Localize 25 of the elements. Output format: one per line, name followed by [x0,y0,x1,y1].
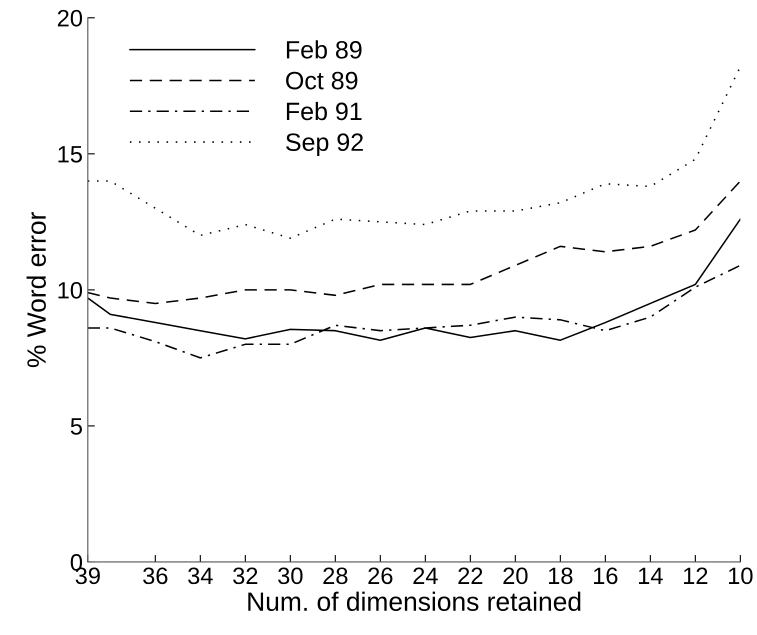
x-axis-title: Num. of dimensions retained [248,592,580,612]
x-tick-label: 22 [458,567,482,584]
x-tick-label: 36 [143,567,168,584]
y-tick-label: 10 [58,282,82,299]
y-tick-label: 20 [58,10,82,27]
x-tick-label: 34 [188,567,213,584]
x-tick-label: 24 [413,567,438,584]
x-tick-label: 14 [639,568,663,584]
x-tick-label: 26 [368,567,392,584]
legend-label: Feb 89 [286,40,362,59]
x-tick-label: 20 [503,567,528,584]
x-tick-label: 18 [549,567,572,584]
x-tick-label: 12 [684,567,708,584]
x-tick-label: 30 [278,567,303,584]
x-tick-label: 16 [594,567,618,584]
x-tick-label: 10 [729,567,753,584]
y-tick-label: 5 [70,418,82,435]
y-axis-title: % Word error [26,212,46,368]
line-series [88,180,740,304]
x-tick-label: 32 [233,567,258,584]
x-tick-label: 28 [323,567,348,584]
legend-label: Sep 92 [286,133,363,156]
legend-label: Feb 91 [286,102,362,120]
legend-label: Oct 89 [286,72,358,90]
y-tick-label: 15 [58,146,82,163]
